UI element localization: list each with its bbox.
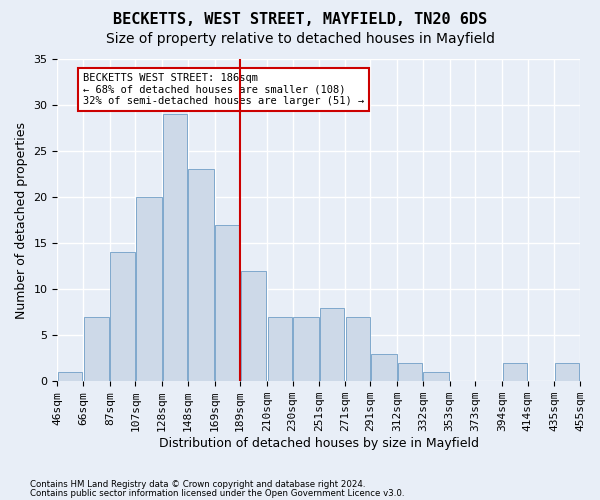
Bar: [398, 363, 422, 381]
Bar: [371, 354, 397, 381]
Bar: [293, 317, 319, 381]
Bar: [163, 114, 187, 381]
Text: BECKETTS, WEST STREET, MAYFIELD, TN20 6DS: BECKETTS, WEST STREET, MAYFIELD, TN20 6D…: [113, 12, 487, 28]
Bar: [268, 317, 292, 381]
Bar: [241, 270, 266, 381]
Bar: [346, 317, 370, 381]
Bar: [188, 170, 214, 381]
Bar: [83, 317, 109, 381]
Bar: [215, 224, 239, 381]
Bar: [136, 197, 161, 381]
X-axis label: Distribution of detached houses by size in Mayfield: Distribution of detached houses by size …: [159, 437, 479, 450]
Bar: [424, 372, 449, 381]
Text: Contains HM Land Registry data © Crown copyright and database right 2024.: Contains HM Land Registry data © Crown c…: [30, 480, 365, 489]
Bar: [58, 372, 82, 381]
Bar: [110, 252, 135, 381]
Text: Contains public sector information licensed under the Open Government Licence v3: Contains public sector information licen…: [30, 488, 404, 498]
Text: BECKETTS WEST STREET: 186sqm
← 68% of detached houses are smaller (108)
32% of s: BECKETTS WEST STREET: 186sqm ← 68% of de…: [83, 73, 364, 106]
Y-axis label: Number of detached properties: Number of detached properties: [15, 122, 28, 318]
Bar: [555, 363, 580, 381]
Bar: [320, 308, 344, 381]
Text: Size of property relative to detached houses in Mayfield: Size of property relative to detached ho…: [106, 32, 494, 46]
Bar: [503, 363, 527, 381]
